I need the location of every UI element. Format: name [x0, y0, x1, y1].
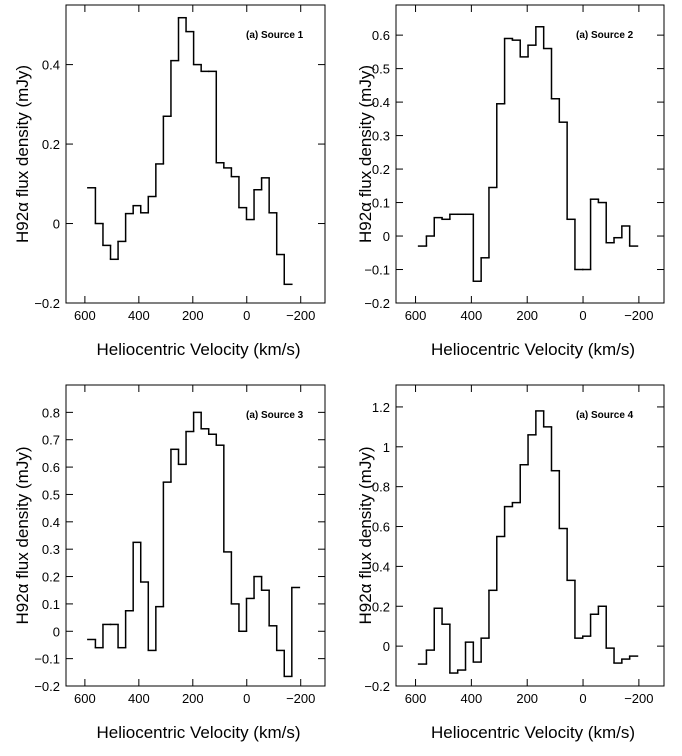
y-tick-label: 0.8	[372, 480, 390, 495]
y-tick-label: 0.2	[42, 137, 60, 152]
x-tick-label: 600	[74, 691, 96, 706]
x-axis-label: Heliocentric Velocity (km/s)	[96, 340, 300, 359]
x-tick-label: 0	[243, 691, 250, 706]
y-tick-label: 0.6	[372, 520, 390, 535]
x-tick-label: 200	[182, 691, 204, 706]
y-tick-label: −0.1	[364, 263, 390, 278]
y-tick-label: 0.1	[42, 597, 60, 612]
y-axis-label: H92α flux density (mJy)	[356, 447, 375, 625]
y-tick-label: 0.2	[372, 162, 390, 177]
y-tick-label: 0.4	[42, 58, 60, 73]
y-tick-label: 0.3	[372, 129, 390, 144]
x-tick-label: 400	[461, 691, 483, 706]
y-tick-label: 0.2	[42, 570, 60, 585]
plot-frame	[395, 4, 665, 304]
y-tick-label: 0.8	[42, 405, 60, 420]
x-tick-label: −200	[624, 691, 653, 706]
y-tick-label: −0.2	[364, 679, 390, 694]
y-tick-label: 1.2	[372, 400, 390, 415]
y-tick-label: 0.4	[372, 95, 390, 110]
y-tick-label: −0.2	[34, 679, 60, 694]
x-tick-label: 400	[128, 308, 150, 323]
annotation: (a) Source 3	[246, 410, 304, 421]
panel: 600 400 200 0 −200 −0.2 −0.1 0 0.1 0.2 0.3 0.4 0.5 0.…	[13, 384, 326, 742]
x-tick-label: 200	[516, 691, 538, 706]
x-tick-label: 200	[182, 308, 204, 323]
x-tick-label: 0	[243, 308, 250, 323]
y-axis-label: H92α flux density (mJy)	[13, 65, 32, 243]
annotation: (a) Source 1	[246, 30, 304, 41]
panel: 600 400 200 0 −200 −0.2 0 0.2 0.4 0.6 0.8 1 1.2 (a) S…	[356, 384, 665, 742]
y-tick-label: 0.1	[372, 196, 390, 211]
y-tick-label: 0.6	[372, 28, 390, 43]
panel: 600 400 200 0 −200 −0.2 −0.1 0 0.1 0.2 0.3 0.4 0.5 0.…	[356, 4, 665, 359]
x-tick-label: 400	[128, 691, 150, 706]
x-tick-label: 600	[74, 308, 96, 323]
x-tick-label: −200	[286, 308, 315, 323]
plot-frame	[65, 4, 326, 304]
plot-frame	[395, 384, 665, 687]
x-tick-label: −200	[624, 308, 653, 323]
y-tick-label: 0.5	[372, 62, 390, 77]
x-tick-label: 600	[405, 691, 427, 706]
x-tick-label: 400	[461, 308, 483, 323]
panel: 600 400 200 0 −200 −0.2 0 0.2 0.4 (a) Source 1 Hel…	[13, 4, 326, 359]
x-tick-label: 200	[516, 308, 538, 323]
annotation: (a) Source 2	[576, 30, 634, 41]
y-tick-label: −0.2	[34, 296, 60, 311]
y-tick-label: 1	[383, 440, 390, 455]
x-axis-label: Heliocentric Velocity (km/s)	[431, 723, 635, 742]
x-axis-label: Heliocentric Velocity (km/s)	[96, 723, 300, 742]
x-tick-label: 0	[579, 308, 586, 323]
x-tick-label: 600	[405, 308, 427, 323]
y-tick-label: 0.7	[42, 433, 60, 448]
y-tick-label: 0.5	[42, 487, 60, 502]
y-axis-label: H92α flux density (mJy)	[356, 65, 375, 243]
y-axis-label: H92α flux density (mJy)	[13, 447, 32, 625]
annotation: (a) Source 4	[576, 410, 634, 421]
x-tick-label: 0	[579, 691, 586, 706]
y-tick-label: 0.4	[372, 559, 390, 574]
x-axis-label: Heliocentric Velocity (km/s)	[431, 340, 635, 359]
x-tick-label: −200	[286, 691, 315, 706]
plot-frame	[65, 384, 326, 687]
y-tick-label: −0.2	[364, 296, 390, 311]
y-tick-label: 0.4	[42, 515, 60, 530]
y-tick-label: 0.3	[42, 542, 60, 557]
y-tick-label: 0	[383, 639, 390, 654]
y-tick-label: 0.6	[42, 460, 60, 475]
y-tick-label: 0	[53, 624, 60, 639]
y-tick-label: 0.2	[372, 599, 390, 614]
y-tick-label: 0	[53, 217, 60, 232]
y-tick-label: −0.1	[34, 652, 60, 667]
y-tick-label: 0	[383, 229, 390, 244]
